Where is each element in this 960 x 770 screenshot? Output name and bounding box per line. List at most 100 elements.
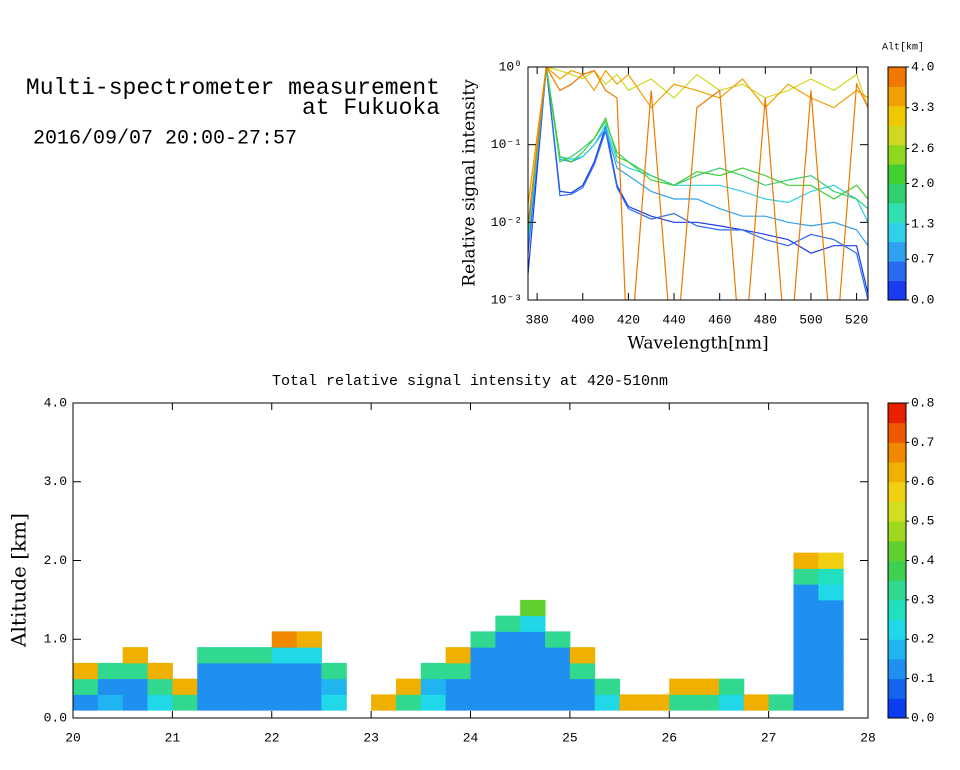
heatmap-cell <box>768 694 794 711</box>
heatmap-cell <box>97 694 124 711</box>
heatmap-cell <box>271 662 298 680</box>
colorbar-band <box>888 540 906 561</box>
heatmap-cell <box>222 694 248 711</box>
heatmap-cell <box>793 615 819 632</box>
heatmap-cell <box>495 615 521 632</box>
heatmap-cell <box>197 694 223 711</box>
colorbar-band <box>888 658 906 680</box>
heatmap-cell <box>395 678 422 695</box>
heatmap-cell <box>793 552 819 569</box>
colorbar-frame <box>887 66 907 301</box>
heatmap-cell <box>545 662 571 680</box>
heatmap-cell <box>420 678 447 695</box>
colorbar-label: Alt[km] <box>882 42 924 54</box>
series-line <box>528 67 868 295</box>
heatmap-cell <box>520 599 546 617</box>
x-tick-label: 380 <box>525 312 548 327</box>
colorbar-band <box>888 462 906 483</box>
series-line <box>528 67 868 210</box>
colorbar-band <box>888 442 906 463</box>
x-tick-label: 23 <box>363 730 379 745</box>
heatmap-cell <box>172 694 198 711</box>
heatmap-cell <box>569 678 596 695</box>
heatmap-cell <box>495 694 521 711</box>
heatmap-cell <box>271 678 298 695</box>
heatmap-cell <box>271 631 298 648</box>
figure-title: at Fukuoka <box>302 95 440 121</box>
colorbar-tick-label: 4.0 <box>911 59 934 74</box>
heatmap-cell <box>818 647 844 664</box>
heatmap-cell <box>147 694 173 711</box>
heatmap-cell <box>222 678 248 695</box>
colorbar-tick-label: 1.3 <box>911 217 934 232</box>
plot-frame <box>527 66 869 301</box>
y-tick-label: 10⁻³ <box>491 292 522 307</box>
heatmap-cell <box>818 552 844 569</box>
heatmap-cell <box>520 615 546 632</box>
heatmap-cell <box>793 584 819 601</box>
heatmap-cell <box>718 678 745 695</box>
heatmap-cell <box>470 678 496 695</box>
heatmap-cell <box>73 678 99 695</box>
y-axis-label: Relative signal intensity <box>460 79 480 287</box>
x-tick-label: 25 <box>562 730 578 745</box>
heatmap-cell <box>818 568 844 585</box>
heatmap-cell <box>271 694 298 711</box>
x-tick-label: 520 <box>845 312 868 327</box>
colorbar-tick-label: 0.2 <box>911 632 934 647</box>
y-axis-label: Altitude [km] <box>7 513 31 648</box>
y-tick-label: 3.0 <box>44 474 67 489</box>
heatmap-cell <box>296 631 322 648</box>
heatmap-cell <box>246 678 273 695</box>
heatmap-cell <box>818 584 844 601</box>
heatmap-cell <box>122 662 149 680</box>
heatmap-cell <box>73 694 99 711</box>
x-tick-label: 21 <box>165 730 181 745</box>
colorbar-band <box>888 599 906 621</box>
colorbar-band <box>888 619 906 640</box>
heatmap-cell <box>445 662 471 680</box>
heatmap-cell <box>97 678 124 695</box>
heatmap-cell <box>321 662 347 680</box>
heatmap-cell <box>445 694 471 711</box>
heatmap-cell <box>296 647 322 664</box>
colorbar-band <box>888 164 906 184</box>
colorbar-band <box>888 501 906 522</box>
heatmap-cell <box>246 647 273 664</box>
x-axis-label: Wavelength[nm] <box>627 334 768 354</box>
heatmap-cell <box>545 694 571 711</box>
x-tick-label: 28 <box>860 730 876 745</box>
colorbar-tick-label: 0.8 <box>911 395 934 410</box>
heatmap-cell <box>122 647 149 664</box>
heatmap-cell <box>197 647 223 664</box>
colorbar-tick-label: 0.7 <box>911 435 934 450</box>
series-line <box>528 67 868 231</box>
heatmap-cell <box>296 694 322 711</box>
heatmap-cell <box>495 647 521 664</box>
heatmap-cell <box>594 678 621 695</box>
heatmap-cell <box>321 694 347 711</box>
colorbar-band <box>888 105 906 126</box>
heatmap-cell <box>296 662 322 680</box>
y-tick-label: 10⁻² <box>491 215 522 230</box>
colorbar-frame <box>887 402 907 719</box>
colorbar-tick-label: 0.1 <box>911 671 935 686</box>
heatmap-cell <box>420 694 447 711</box>
heatmap-cell <box>818 615 844 632</box>
heatmap-cell <box>445 647 471 664</box>
colorbar-tick-label: 0.4 <box>911 553 935 568</box>
heatmap-cell <box>495 662 521 680</box>
heatmap-cell <box>296 678 322 695</box>
colorbar-band <box>888 261 906 282</box>
plot-lines <box>528 67 868 300</box>
heatmap-cell <box>222 647 248 664</box>
heatmap-cell <box>545 631 571 648</box>
heatmap-cell <box>395 694 422 711</box>
colorbar-band <box>888 639 906 660</box>
y-tick-label: 10⁰ <box>499 59 522 74</box>
heatmap-cell <box>818 678 844 695</box>
colorbar-band <box>888 144 906 165</box>
figure-title: Multi-spectrometer measurement <box>26 75 440 101</box>
x-tick-label: 420 <box>617 312 640 327</box>
colorbar-band <box>888 481 906 502</box>
